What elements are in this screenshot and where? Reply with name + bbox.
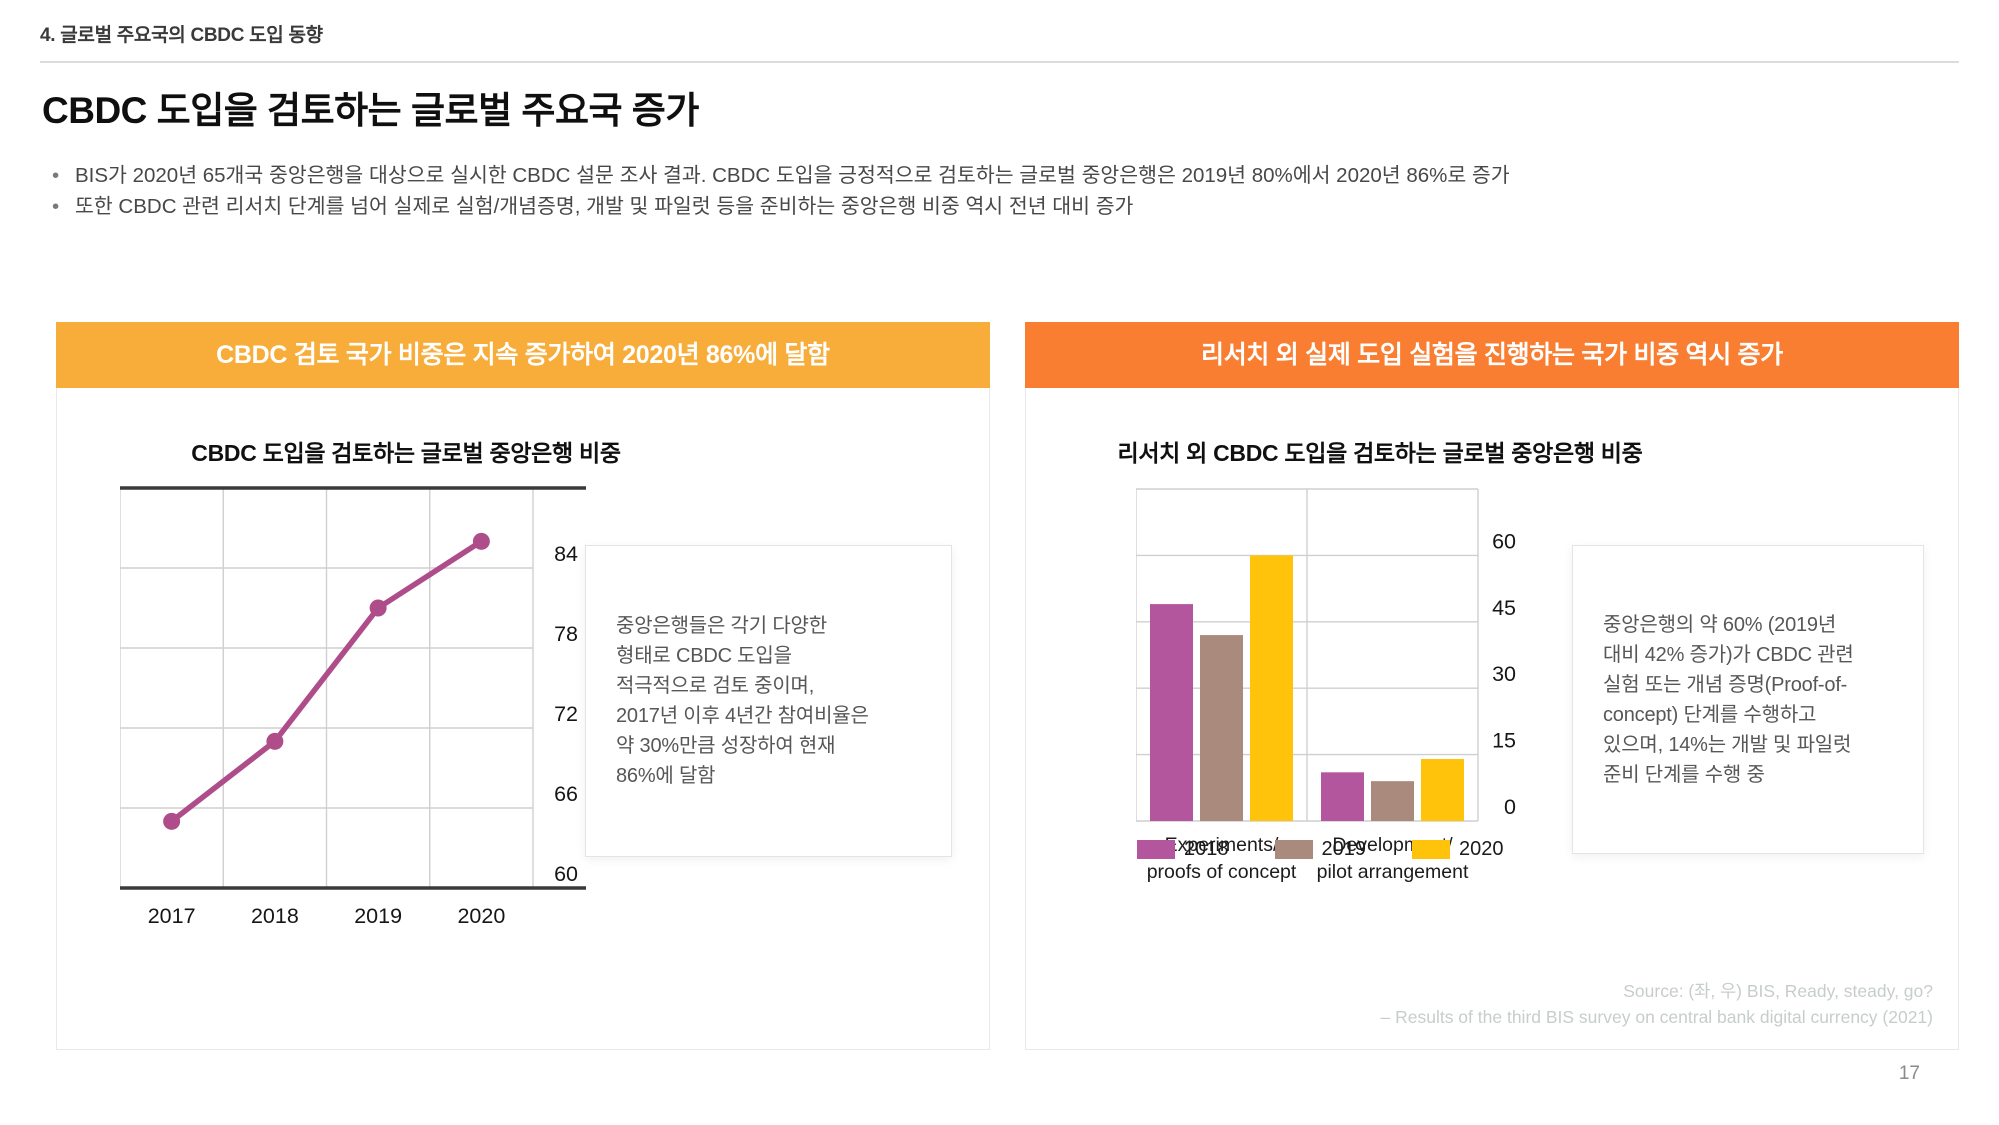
legend-item-2019: 2019 — [1274, 838, 1367, 861]
data-line — [169, 539, 483, 824]
bullet-item: BIS가 2020년 65개국 중앙은행을 대상으로 실시한 CBDC 설문 조… — [48, 160, 1748, 191]
bullet-list: BIS가 2020년 65개국 중앙은행을 대상으로 실시한 CBDC 설문 조… — [48, 160, 1748, 222]
bar-2020 — [1250, 555, 1293, 821]
category-label: proofs of concept — [1147, 861, 1297, 883]
data-point — [266, 732, 284, 750]
data-point — [472, 532, 490, 550]
bar-2020 — [1421, 759, 1464, 821]
legend-swatch-2020 — [1412, 840, 1450, 859]
left-note-box: 중앙은행들은 각기 다양한 형태로 CBDC 도입을 적극적으로 검토 중이며,… — [585, 545, 952, 857]
y-tick-label: 72 — [554, 702, 578, 726]
line-chart: 60 66 72 78 84 2017 2018 2019 2020 — [120, 486, 586, 928]
right-note-box: 중앙은행의 약 60% (2019년 대비 42% 증가)가 CBDC 관련 실… — [1572, 545, 1924, 854]
legend-label: 2018 — [1184, 838, 1229, 860]
right-panel: 리서치 외 실제 도입 실험을 진행하는 국가 비중 역시 증가 리서치 외 C… — [1025, 322, 1959, 1050]
y-tick-label: 60 — [554, 862, 578, 886]
bar-2018 — [1150, 604, 1193, 821]
legend-item-2018: 2018 — [1137, 838, 1229, 861]
legend-item-2020: 2020 — [1412, 838, 1504, 861]
legend-swatch-2018 — [1137, 840, 1175, 859]
y-tick-label: 78 — [554, 622, 578, 646]
y-tick-label: 84 — [554, 542, 578, 566]
bar-2019 — [1371, 781, 1414, 821]
kicker: 4. 글로벌 주요국의 CBDC 도입 동향 — [40, 25, 323, 46]
page-title: CBDC 도입을 검토하는 글로벌 주요국 증가 — [42, 90, 699, 131]
y-tick-label: 0 — [1504, 795, 1516, 819]
legend-label: 2020 — [1459, 838, 1504, 860]
right-panel-header: 리서치 외 실제 도입 실험을 진행하는 국가 비중 역시 증가 — [1025, 322, 1959, 388]
y-tick-label: 45 — [1492, 596, 1516, 620]
x-tick-label: 2020 — [457, 904, 505, 928]
x-tick-label: 2018 — [251, 904, 299, 928]
legend-label: 2019 — [1321, 838, 1367, 860]
bullet-item: 또한 CBDC 관련 리서치 단계를 넘어 실제로 실험/개념증명, 개발 및 … — [48, 191, 1748, 222]
top-divider — [40, 61, 1959, 63]
data-point — [369, 599, 387, 617]
x-tick-label: 2017 — [148, 904, 196, 928]
bar-2018 — [1321, 772, 1364, 821]
legend-swatch-2019 — [1274, 840, 1313, 859]
left-panel-header: CBDC 검토 국가 비중은 지속 증가하여 2020년 86%에 달함 — [56, 322, 990, 388]
x-tick-label: 2019 — [354, 904, 402, 928]
source-note: Source: (좌, 우) BIS, Ready, steady, go? –… — [1381, 978, 1934, 1030]
left-panel: CBDC 검토 국가 비중은 지속 증가하여 2020년 86%에 달함 CBD… — [56, 322, 990, 1050]
source-line-2: – Results of the third BIS survey on cen… — [1380, 1007, 1934, 1027]
y-tick-label: 30 — [1492, 662, 1516, 686]
category-label: Experiments/ — [1165, 834, 1279, 856]
category-label: pilot arrangement — [1317, 861, 1469, 883]
right-note-text: 중앙은행의 약 60% (2019년 대비 42% 증가)가 CBDC 관련 실… — [1603, 613, 1854, 786]
y-tick-label: 66 — [554, 782, 578, 806]
y-tick-label: 15 — [1492, 729, 1516, 753]
bar-2019 — [1200, 635, 1243, 821]
left-note-text: 중앙은행들은 각기 다양한 형태로 CBDC 도입을 적극적으로 검토 중이며,… — [616, 615, 869, 787]
page-number: 17 — [1898, 1063, 1920, 1084]
left-chart-title: CBDC 도입을 검토하는 글로벌 중앙은행 비중 — [191, 440, 621, 466]
right-chart-title: 리서치 외 CBDC 도입을 검토하는 글로벌 중앙은행 비중 — [1117, 440, 1643, 466]
source-line-1: Source: (좌, 우) BIS, Ready, steady, go? — [1623, 981, 1933, 1001]
y-tick-label: 60 — [1492, 529, 1516, 553]
data-point — [163, 812, 181, 830]
bar-chart-legend: 2018 2019 2020 — [1137, 838, 1550, 861]
